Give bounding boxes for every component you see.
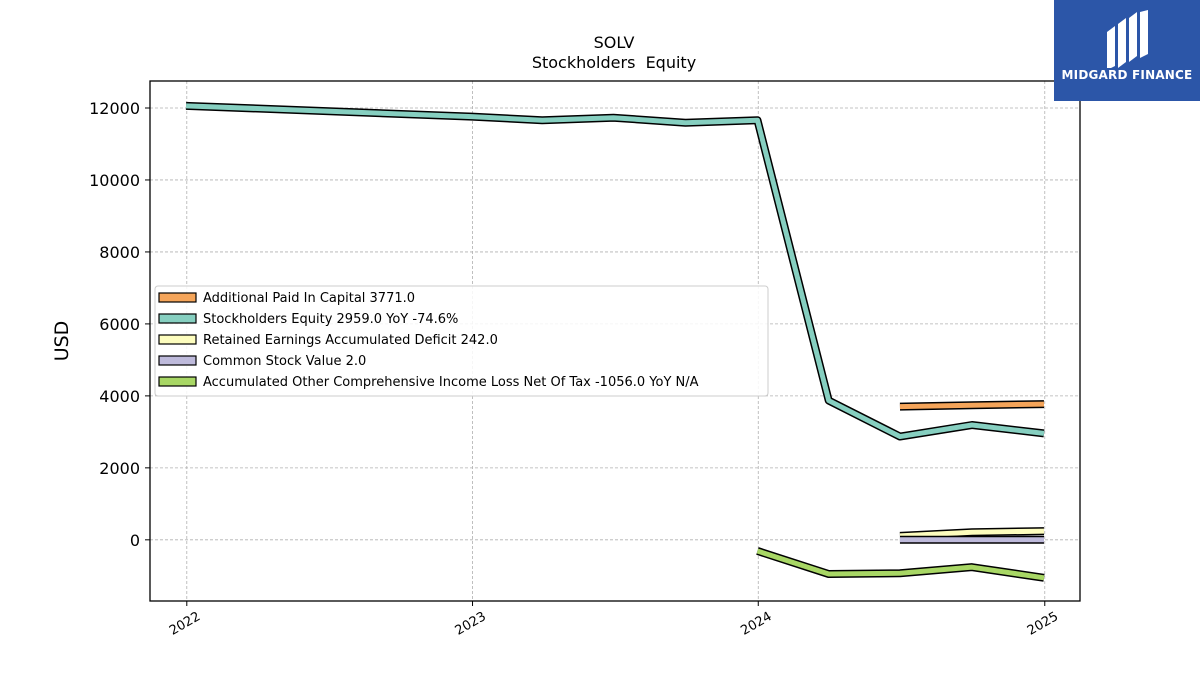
- legend-swatch: [158, 292, 197, 303]
- y-tick-label: 10000: [89, 171, 140, 190]
- legend-box: [154, 285, 769, 397]
- series-line: [899, 528, 1045, 539]
- legend-label: Additional Paid In Capital 3771.0: [203, 291, 415, 306]
- plot-area-frame: [149, 80, 1081, 602]
- legend: Additional Paid In Capital 3771.0 Stockho…: [154, 285, 769, 397]
- y-tick-label: 4000: [99, 387, 140, 406]
- legend-swatch: [158, 376, 197, 387]
- chart-subtitle: Stockholders Equity: [532, 53, 696, 72]
- y-axis-label: USD: [51, 321, 73, 362]
- midgard-logo-icon: [1107, 10, 1148, 68]
- legend-item: Accumulated Other Comprehensive Income L…: [158, 375, 699, 390]
- legend-item: Retained Earnings Accumulated Deficit 24…: [158, 333, 498, 348]
- y-tick-label: 8000: [99, 243, 140, 262]
- brand-logo: MIDGARD FINANCE: [1054, 0, 1200, 101]
- legend-label: Retained Earnings Accumulated Deficit 24…: [203, 333, 498, 348]
- y-tick-label: 12000: [89, 99, 140, 118]
- series-additional-paid-in-capital: [899, 400, 1045, 411]
- series-line: [899, 401, 1045, 410]
- series-stockholders-equity: [185, 101, 1045, 441]
- series-retained-earnings-accumulated-deficit: [899, 527, 1045, 540]
- series-layer: [185, 101, 1045, 582]
- legend-item: Common Stock Value 2.0: [158, 354, 366, 369]
- series-line: [756, 548, 1045, 581]
- y-tick-label: 6000: [99, 315, 140, 334]
- legend-label: Accumulated Other Comprehensive Income L…: [203, 375, 699, 390]
- chart-title: SOLV: [594, 33, 635, 52]
- series-line: [185, 103, 1045, 440]
- x-tick-label: 2022: [167, 609, 203, 639]
- legend-swatch: [158, 313, 197, 324]
- x-tick-label: 2023: [453, 609, 489, 639]
- legend-swatch: [158, 355, 197, 366]
- legend-swatch: [158, 334, 197, 345]
- legend-label: Stockholders Equity 2959.0 YoY -74.6%: [203, 312, 458, 327]
- series-accumulated-other-comprehensive-income-loss-net-of-tax: [756, 547, 1045, 582]
- legend-item: Stockholders Equity 2959.0 YoY -74.6%: [158, 312, 458, 327]
- x-tick-label: 2025: [1025, 609, 1061, 639]
- x-tick-label: 2024: [738, 609, 774, 639]
- legend-label: Common Stock Value 2.0: [203, 354, 366, 369]
- y-tick-label: 2000: [99, 459, 140, 478]
- legend-item: Additional Paid In Capital 3771.0: [158, 291, 415, 306]
- y-tick-label: 0: [130, 531, 140, 550]
- brand-name: MIDGARD FINANCE: [1061, 68, 1193, 82]
